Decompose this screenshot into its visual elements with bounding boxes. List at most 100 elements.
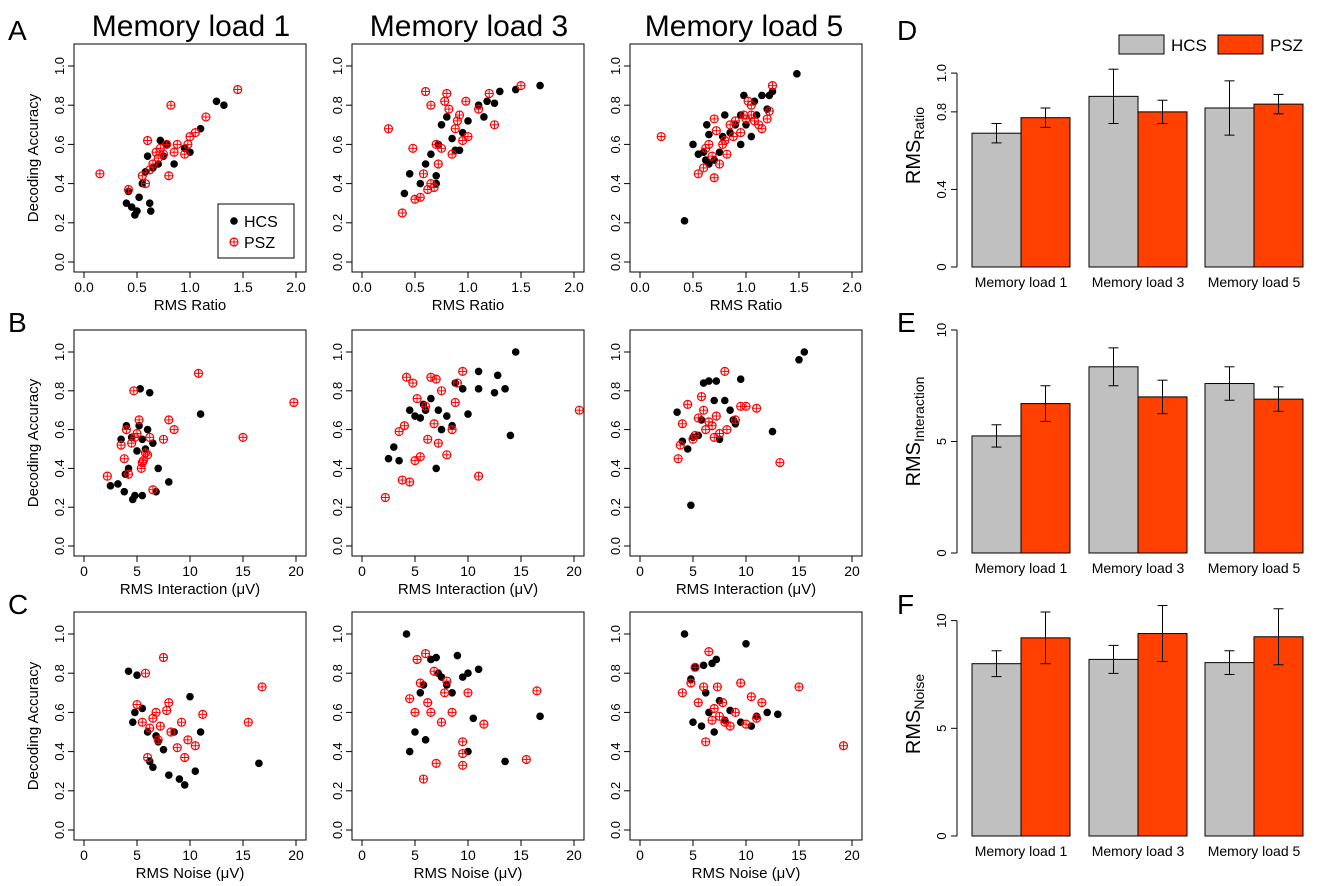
y-axis-label: RMSInteraction (903, 377, 927, 487)
psz-point (238, 432, 248, 442)
psz-point (730, 415, 741, 425)
y-axis-label: Decoding Accuracy (25, 661, 42, 790)
psz-point (693, 413, 703, 423)
y-tick-label: 0.2 (330, 498, 345, 516)
x-axis-label: RMS Ratio (154, 297, 227, 314)
psz-point (698, 405, 709, 415)
psz-point (405, 477, 415, 487)
psz-bar (1137, 111, 1188, 268)
y-tick-label: 1.0 (608, 625, 623, 643)
psz-point (415, 452, 425, 462)
psz-point (172, 743, 182, 753)
x-tick-label: 0.0 (352, 279, 372, 295)
y-tick-label: 1.0 (52, 57, 67, 75)
hcs-point (437, 425, 446, 434)
psz-point (447, 149, 457, 159)
psz-point (838, 741, 849, 751)
y-tick-label: 0.8 (608, 382, 623, 400)
psz-point (746, 100, 756, 110)
hcs-point (705, 377, 713, 385)
psz-point (442, 88, 452, 99)
psz-point (463, 131, 473, 142)
psz-point (180, 752, 190, 763)
psz-point (429, 182, 439, 193)
psz-point (233, 84, 243, 95)
psz-point (158, 434, 169, 444)
x-tick-label: 20 (288, 847, 304, 863)
y-tick-label: 1.0 (608, 343, 623, 361)
psz-point (741, 114, 751, 124)
x-tick-label: 5 (689, 563, 697, 579)
psz-point (463, 688, 473, 698)
hcs-point (405, 406, 414, 415)
psz-point (532, 686, 542, 696)
x-tick-label: 0 (636, 847, 644, 863)
psz-point (198, 709, 208, 719)
psz-point (429, 666, 439, 676)
hcs-point (726, 406, 734, 415)
hcs-point (384, 454, 393, 463)
hcs-point (536, 81, 544, 90)
hcs-point (421, 736, 430, 744)
psz-point (397, 208, 407, 218)
hcs-point (400, 189, 409, 198)
psz-point (421, 648, 431, 659)
psz-point (134, 415, 144, 425)
hcs-point (402, 630, 411, 638)
hcs-bar (1088, 658, 1139, 837)
x-tick-label: 10 (738, 563, 754, 579)
x-tick-label: 1.5 (233, 279, 253, 295)
y-axis-label-subscript: Ratio (911, 107, 927, 140)
hcs-point (186, 148, 194, 157)
x-tick-label: 15 (513, 563, 529, 579)
x-tick-label: 10 (460, 563, 476, 579)
panel-letter-a: A (8, 15, 27, 46)
x-tick-label: 1.5 (511, 279, 531, 295)
hcs-point (443, 113, 451, 121)
psz-point (193, 368, 204, 378)
hcs-point (750, 97, 759, 106)
x-axis-label: RMS Noise (μV) (136, 865, 245, 882)
psz-bar (1253, 398, 1304, 554)
hcs-point (405, 170, 414, 178)
psz-point (458, 760, 468, 770)
hcs-point (474, 385, 483, 393)
x-tick-label: 20 (844, 847, 860, 863)
y-tick-label: 0.6 (608, 421, 623, 439)
psz-point (180, 149, 190, 159)
hcs-point (437, 673, 446, 681)
hcs-point (156, 136, 165, 145)
hcs-point (133, 671, 141, 679)
psz-point (289, 397, 299, 408)
psz-bar (1137, 633, 1188, 837)
plot-frame (629, 43, 863, 273)
hcs-point (212, 97, 221, 106)
y-tick-label: 10 (934, 323, 949, 337)
psz-point (775, 457, 785, 468)
x-tick-label: 5 (133, 847, 141, 863)
y-axis-label: RMSNoise (903, 674, 927, 754)
hcs-point (427, 394, 435, 403)
psz-point (169, 425, 179, 435)
psz-point (397, 475, 407, 485)
y-tick-label: 0.6 (330, 703, 345, 721)
y-axis-label-main: RMS (903, 710, 925, 754)
x-tick-label: 5 (411, 847, 419, 863)
hcs-point (128, 718, 137, 726)
hcs-point (138, 435, 147, 444)
psz-bar (1253, 636, 1304, 837)
hcs-point (702, 121, 711, 129)
plot-frame (351, 43, 585, 273)
psz-point (119, 454, 129, 464)
hcs-point (196, 728, 205, 736)
x-tick-label: 2.0 (842, 279, 862, 295)
hcs-point (448, 689, 456, 697)
hcs-point (416, 414, 425, 422)
y-tick-label: 0.0 (52, 253, 67, 271)
psz-point (440, 96, 450, 106)
psz-point (458, 366, 468, 376)
psz-point (415, 678, 425, 688)
x-tick-label: 20 (288, 563, 304, 579)
hcs-point (133, 447, 141, 455)
psz-point (709, 114, 719, 124)
